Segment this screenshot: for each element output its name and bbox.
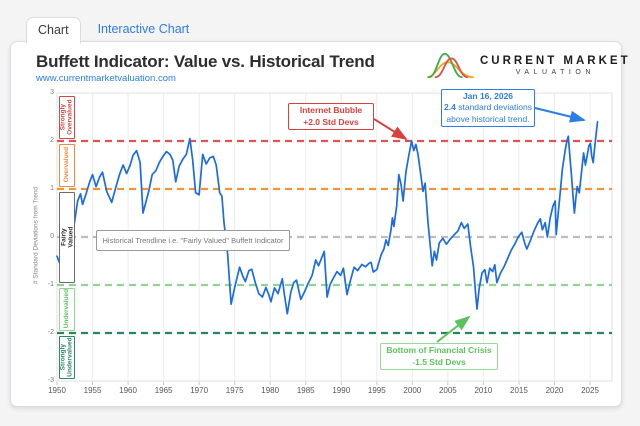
annotation-jan_2026: Jan 16, 2026 2.4 standard deviations above… (441, 89, 535, 127)
x-tick-label: 1980 (261, 386, 280, 395)
zone-label-strongly-overvalued: Strongly Overvalued (59, 95, 75, 139)
x-tick-label: 1965 (154, 386, 173, 395)
annotation-line: Jan 16, 2026 (462, 91, 514, 102)
x-tick-label: 1960 (119, 386, 137, 395)
tab-chart[interactable]: Chart (26, 17, 81, 44)
brand-logo: CURRENT MARKET VALUATION (427, 50, 631, 80)
y-tick-label: -1 (47, 281, 54, 288)
zone-label-undervalued: Undervalued (59, 287, 75, 331)
annotation-line: Internet Bubble (299, 105, 363, 116)
zone-label-text: Undervalued (63, 289, 71, 329)
x-tick-label: 1995 (367, 386, 386, 395)
x-tick-label: 1985 (296, 386, 315, 395)
y-tick-label: -3 (47, 377, 54, 384)
zone-label-strongly-undervalued: Strongly Undervalued (59, 335, 75, 379)
x-tick-label: 1955 (83, 386, 102, 395)
zone-label-text: Overvalued (63, 147, 71, 183)
zone-label-text: Strongly Undervalued (59, 337, 74, 377)
annotation-line: above historical trend. (446, 113, 530, 124)
y-tick-label: -2 (47, 329, 54, 336)
x-tick-label: 2010 (474, 386, 493, 395)
annotation-financial_crisis: Bottom of Financial Crisis -1.5 Std Devs (380, 343, 498, 370)
zone-label-overvalued: Overvalued (59, 143, 75, 187)
x-tick-label: 1950 (48, 386, 66, 395)
x-tick-label: 2000 (403, 386, 422, 395)
annotation-trendline: Historical Trendline i.e. "Fairly Valued… (96, 230, 290, 251)
annotation-line: Historical Trendline i.e. "Fairly Valued… (102, 235, 284, 245)
annotation-internet_bubble: Internet Bubble +2.0 Std Devs (288, 103, 374, 130)
page-title: Buffett Indicator: Value vs. Historical … (36, 52, 375, 71)
annotation-line: -1.5 Std Devs (412, 356, 466, 367)
x-tick-label: 1990 (332, 386, 351, 395)
x-tick-label: 2005 (438, 386, 457, 395)
tab-bar: Chart Interactive Chart (26, 17, 200, 44)
annotation-line: Bottom of Financial Crisis (386, 345, 492, 356)
annotation-line: 2.4 standard deviations (444, 102, 532, 113)
brand-name: CURRENT MARKET VALUATION (480, 55, 631, 76)
y-axis-title: # Standard Deviations from Trend (32, 186, 40, 285)
source-url-link[interactable]: www.currentmarketvaluation.com (36, 73, 176, 84)
y-tick-label: 3 (50, 89, 54, 96)
x-tick-label: 1975 (225, 386, 244, 395)
bell-curves-icon (427, 52, 474, 79)
zone-label-text: Strongly Overvalued (59, 99, 74, 135)
y-tick-label: 2 (50, 137, 54, 144)
x-tick-label: 2025 (581, 386, 599, 395)
brand-line1: CURRENT MARKET (480, 54, 631, 67)
annotation-line: +2.0 Std Devs (303, 116, 359, 127)
x-tick-label: 2015 (510, 386, 528, 395)
brand-line2: VALUATION (515, 68, 595, 76)
x-tick-label: 2020 (545, 386, 564, 395)
y-tick-label: 0 (50, 233, 54, 240)
tab-interactive-chart[interactable]: Interactive Chart (97, 22, 190, 36)
zone-label-fairly-valued: Fairly Valued (59, 191, 75, 283)
x-tick-label: 1970 (190, 386, 209, 395)
zone-label-text: Fairly Valued (59, 226, 75, 248)
y-tick-label: 1 (50, 185, 54, 192)
